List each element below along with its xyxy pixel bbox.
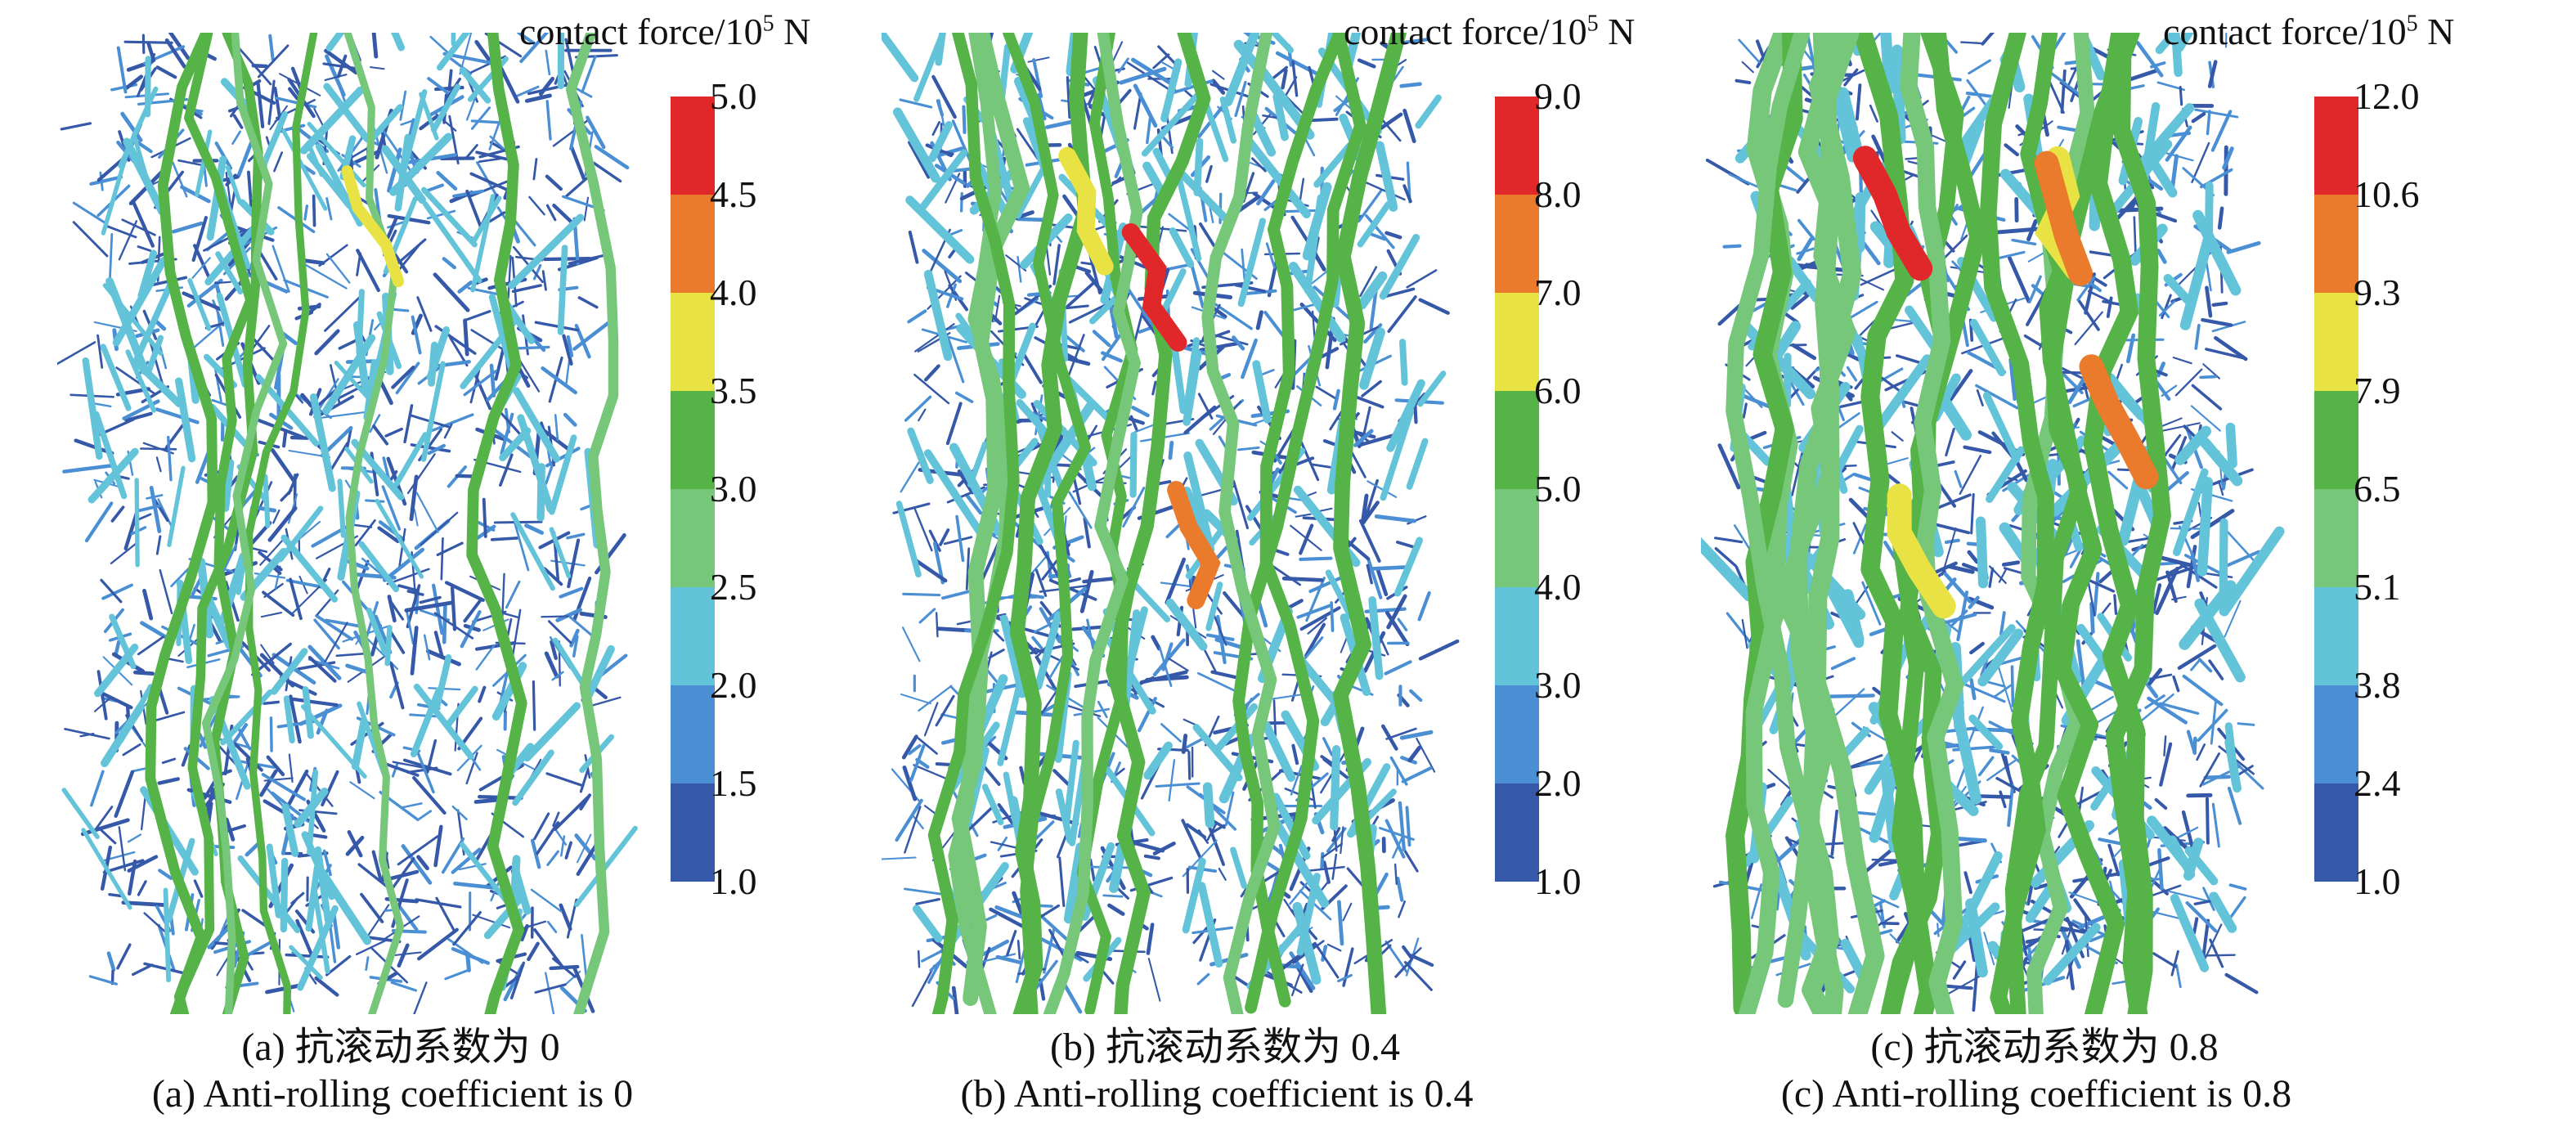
tick-label: 10.6 [2354,173,2420,215]
colorbar-segment [1495,195,1539,293]
colorbar-segment [1495,293,1539,391]
tick-label: 1.0 [1534,860,1582,902]
tick-label: 4.5 [710,173,757,215]
tick-label: 2.0 [1534,762,1582,804]
colorbar-segment [1495,784,1539,882]
legend-title: contact force/105 N [2163,11,2455,52]
force-chains [57,33,638,1014]
tick-label: 1.0 [710,860,757,902]
tick-label: 7.0 [1534,272,1582,313]
tick-label: 1.5 [710,762,757,804]
colorbar-segment [2314,97,2358,195]
colorbar-segment [671,97,715,195]
tick-label: 3.8 [2354,664,2401,706]
tick-label: 8.0 [1534,173,1582,215]
colorbar-segment [1495,587,1539,685]
caption-chinese: (c) 抗滚动系数为 0.8 [1870,1026,2219,1069]
force-chains [1701,33,2285,1014]
colorbar-segment [671,195,715,293]
tick-label: 5.0 [1534,468,1582,510]
colorbar-segment [2314,391,2358,489]
force-chain-network-a [57,33,638,1014]
tick-label: 9.0 [1534,75,1582,117]
colorbar-ticks: 5.0 4.5 4.0 3.5 3.0 2.5 2.0 1.5 1.0 [710,72,757,955]
colorbar-segment [2314,293,2358,391]
colorbar [2314,97,2358,882]
tick-label: 3.0 [710,468,757,510]
legend-title: contact force/105 N [519,11,811,52]
colorbar-segment [1495,391,1539,489]
colorbar-segment [2314,195,2358,293]
colorbar-segment [671,489,715,587]
colorbar-segment [2314,587,2358,685]
colorbar-segment [671,784,715,882]
tick-label: 3.5 [710,370,757,411]
panel-b: contact force/105 N 9.0 8.0 7.0 6.0 5.0 … [873,0,1716,1127]
tick-label: 5.0 [710,75,757,117]
panel-c: contact force/105 N 12.0 10.6 9.3 7.9 6.… [1693,0,2535,1127]
colorbar-segment [1495,97,1539,195]
legend-title: contact force/105 N [1344,11,1636,52]
panel-a: contact force/105 N 5.0 4.5 4.0 3.5 3.0 … [49,0,891,1127]
tick-label: 9.3 [2354,272,2401,313]
colorbar-segment [671,391,715,489]
colorbar-segment [671,685,715,784]
tick-label: 2.0 [710,664,757,706]
tick-label: 5.1 [2354,566,2401,608]
tick-label: 2.4 [2354,762,2401,804]
colorbar-segment [671,293,715,391]
caption-english: (a) Anti-rolling coefficient is 0 [151,1072,634,1116]
tick-label: 3.0 [1534,664,1582,706]
colorbar-ticks: 12.0 10.6 9.3 7.9 6.5 5.1 3.8 2.4 1.0 [2354,72,2420,955]
tick-label: 4.0 [710,272,757,313]
colorbar-segment [671,587,715,685]
colorbar [1495,97,1539,882]
colorbar [671,97,715,882]
caption-chinese: (a) 抗滚动系数为 0 [241,1026,560,1069]
colorbar-segment [1495,685,1539,784]
colorbar-segment [1495,489,1539,587]
tick-label: 2.5 [710,566,757,608]
tick-label: 7.9 [2354,370,2401,411]
force-chain-network-c [1701,33,2285,1014]
tick-label: 1.0 [2354,860,2401,902]
caption-english: (c) Anti-rolling coefficient is 0.8 [1780,1072,2292,1116]
force-chains [882,33,1460,1014]
tick-label: 12.0 [2354,75,2420,117]
colorbar-segment [2314,784,2358,882]
colorbar-ticks: 9.0 8.0 7.0 6.0 5.0 4.0 3.0 2.0 1.0 [1534,72,1582,955]
tick-label: 6.0 [1534,370,1582,411]
caption-chinese: (b) 抗滚动系数为 0.4 [1050,1026,1400,1069]
tick-label: 6.5 [2354,468,2401,510]
force-chain-network-b [882,33,1460,1014]
caption-english: (b) Anti-rolling coefficient is 0.4 [960,1072,1474,1116]
colorbar-segment [2314,685,2358,784]
colorbar-segment [2314,489,2358,587]
tick-label: 4.0 [1534,566,1582,608]
